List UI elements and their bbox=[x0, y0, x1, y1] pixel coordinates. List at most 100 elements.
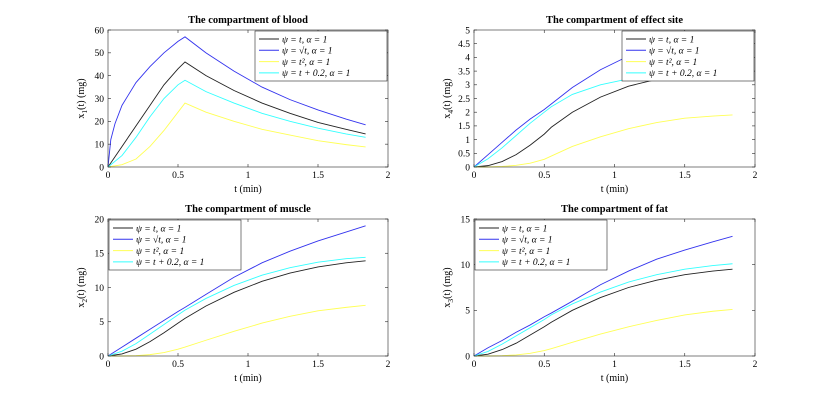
series-line-3 bbox=[108, 304, 366, 357]
series-line-1 bbox=[107, 61, 366, 168]
y-axis-label-sub: 1 bbox=[80, 110, 89, 114]
x-tick-label: 1 bbox=[612, 171, 617, 181]
subplot-4: 0 0.5 1 1.5 2 0 5 10 15 The compartment of fat t (… bbox=[442, 204, 758, 384]
y-tick-label: 15 bbox=[461, 215, 471, 225]
legend: ψ = t, α = 1ψ = √t, α = 1ψ = t², α = 1ψ … bbox=[254, 30, 388, 82]
x-tick-label: 1 bbox=[612, 360, 617, 370]
x-tick-label: 2 bbox=[753, 360, 758, 370]
legend-entry: ψ = t, α = 1 bbox=[136, 224, 181, 234]
legend-entry: ψ = t, α = 1 bbox=[502, 224, 547, 234]
y-tick-label: 5 bbox=[465, 26, 470, 36]
y-tick-label: 4.5 bbox=[458, 40, 470, 50]
y-tick-label: 0 bbox=[465, 352, 470, 362]
y-tick-label: 10 bbox=[95, 140, 105, 150]
series-line-2 bbox=[107, 225, 366, 357]
y-axis-label-var: x bbox=[442, 114, 453, 119]
y-tick-label: 2 bbox=[465, 109, 470, 119]
y-tick-label: 50 bbox=[95, 49, 105, 59]
chart-title: The compartment of blood bbox=[188, 15, 308, 26]
x-tick-label: 0 bbox=[472, 171, 477, 181]
legend-entry: ψ = t², α = 1 bbox=[502, 247, 550, 257]
legend-entry: ψ = t², α = 1 bbox=[136, 247, 184, 257]
series-line-1 bbox=[107, 260, 366, 357]
x-tick-label: 2 bbox=[386, 360, 391, 370]
x-tick-label: 0.5 bbox=[172, 360, 184, 370]
y-axis-label-unit: (t) (mg) bbox=[442, 267, 453, 298]
legend-entry: ψ = t, α = 1 bbox=[282, 35, 327, 45]
x-tick-label: 0 bbox=[472, 360, 477, 370]
y-tick-label: 40 bbox=[95, 72, 105, 82]
x-tick-label: 1.5 bbox=[679, 360, 691, 370]
y-tick-label: 0.5 bbox=[458, 150, 470, 160]
x-tick-label: 0.5 bbox=[538, 360, 550, 370]
y-tick-label: 5 bbox=[465, 307, 470, 317]
series-line-2 bbox=[107, 36, 366, 168]
series-line-3 bbox=[474, 114, 733, 168]
legend-entry: ψ = t², α = 1 bbox=[282, 58, 330, 68]
x-axis-label: t (min) bbox=[601, 184, 629, 195]
legend-entry: ψ = t, α = 1 bbox=[649, 35, 694, 45]
legend-entry: ψ = √t, α = 1 bbox=[502, 235, 553, 246]
legend-entry: ψ = t + 0.2, α = 1 bbox=[649, 69, 717, 79]
y-axis-label: x1(t) (mg) bbox=[76, 78, 89, 118]
y-axis-label-var: x bbox=[76, 114, 87, 119]
x-tick-label: 2 bbox=[386, 171, 391, 181]
y-tick-label: 10 bbox=[95, 284, 105, 294]
y-tick-label: 20 bbox=[95, 215, 105, 225]
y-tick-label: 0 bbox=[99, 352, 104, 362]
x-axis-label: t (min) bbox=[601, 373, 629, 384]
series-line-4 bbox=[107, 79, 366, 168]
y-axis-label-sub: 4 bbox=[446, 110, 455, 114]
series-line-4 bbox=[107, 256, 366, 357]
legend-entry: ψ = t + 0.2, α = 1 bbox=[502, 258, 570, 268]
y-tick-label: 3.5 bbox=[458, 67, 470, 77]
x-tick-label: 0.5 bbox=[538, 171, 550, 181]
y-axis-label-unit: (t) (mg) bbox=[76, 267, 87, 298]
series-line-3 bbox=[474, 308, 733, 357]
y-tick-label: 3 bbox=[465, 81, 470, 91]
legend-entry: ψ = t + 0.2, α = 1 bbox=[282, 69, 350, 79]
chart-title: The compartment of fat bbox=[561, 204, 669, 215]
chart-title: The compartment of effect site bbox=[546, 15, 683, 26]
legend-entry: ψ = t², α = 1 bbox=[649, 58, 697, 68]
legend: ψ = t, α = 1ψ = √t, α = 1ψ = t², α = 1ψ … bbox=[474, 219, 608, 271]
y-tick-label: 0 bbox=[465, 163, 470, 173]
x-tick-label: 0 bbox=[106, 171, 111, 181]
legend-entry: ψ = t + 0.2, α = 1 bbox=[136, 258, 204, 268]
y-tick-label: 60 bbox=[95, 26, 105, 36]
x-tick-label: 0 bbox=[106, 360, 111, 370]
series-line-2 bbox=[473, 235, 733, 357]
y-tick-label: 10 bbox=[461, 261, 471, 271]
y-tick-label: 30 bbox=[95, 95, 105, 105]
y-axis-label-var: x bbox=[442, 303, 453, 308]
x-axis-label: t (min) bbox=[234, 184, 262, 195]
x-tick-label: 1.5 bbox=[312, 360, 324, 370]
y-tick-label: 2.5 bbox=[458, 95, 470, 105]
series-line-3 bbox=[107, 102, 366, 168]
y-tick-label: 4 bbox=[465, 54, 470, 64]
y-tick-label: 15 bbox=[95, 250, 105, 260]
series-line-4 bbox=[473, 263, 733, 357]
y-axis-label-sub: 3 bbox=[446, 299, 455, 303]
x-tick-label: 0.5 bbox=[172, 171, 184, 181]
y-tick-label: 1 bbox=[465, 136, 470, 146]
subplot-2: 0 0.5 1 1.5 2 0 0.5 1 1.5 2 2.5 3 3.5 4 4.5 5 The compar… bbox=[442, 15, 758, 195]
y-axis-label-sub: 2 bbox=[80, 299, 89, 303]
legend-entry: ψ = √t, α = 1 bbox=[649, 46, 700, 57]
x-tick-label: 2 bbox=[753, 171, 758, 181]
legend-entry: ψ = √t, α = 1 bbox=[282, 46, 333, 57]
legend-entry: ψ = √t, α = 1 bbox=[136, 235, 187, 246]
y-tick-label: 5 bbox=[99, 318, 104, 328]
y-axis-label-unit: (t) (mg) bbox=[442, 78, 453, 109]
y-axis-label: x3(t) (mg) bbox=[442, 267, 455, 307]
x-tick-label: 1 bbox=[246, 171, 251, 181]
x-tick-label: 1.5 bbox=[679, 171, 691, 181]
y-tick-label: 1.5 bbox=[458, 122, 470, 132]
legend: ψ = t, α = 1ψ = √t, α = 1ψ = t², α = 1ψ … bbox=[108, 219, 242, 271]
y-tick-label: 20 bbox=[95, 118, 105, 128]
y-axis-label: x4(t) (mg) bbox=[442, 78, 455, 118]
x-tick-label: 1.5 bbox=[312, 171, 324, 181]
y-tick-label: 0 bbox=[99, 163, 104, 173]
